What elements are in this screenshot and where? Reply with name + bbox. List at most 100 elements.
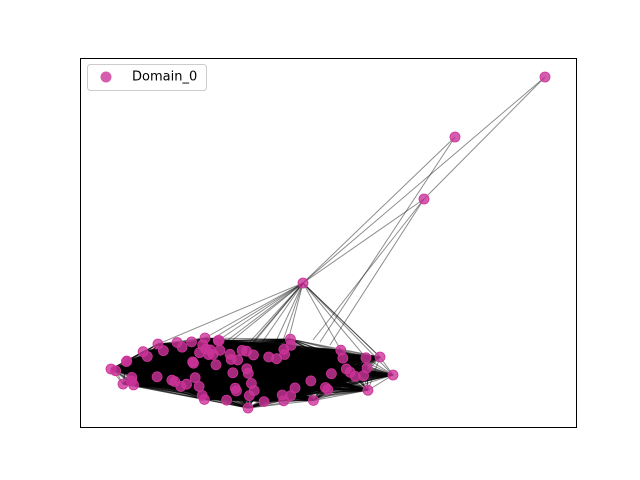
edge (246, 349, 341, 370)
edge (276, 357, 366, 360)
edge (229, 353, 314, 401)
edge (115, 352, 200, 372)
edge (156, 342, 178, 378)
node (229, 382, 241, 394)
edge (156, 337, 206, 378)
node (126, 372, 138, 383)
edge (218, 340, 292, 346)
edge (133, 348, 207, 386)
edge (251, 382, 326, 388)
edge (157, 343, 237, 392)
edge (192, 361, 236, 389)
edge (126, 354, 209, 363)
edge (284, 349, 341, 356)
edge (110, 368, 233, 374)
edge (284, 354, 347, 370)
edge (126, 360, 196, 379)
edge (131, 352, 200, 382)
edge (248, 356, 381, 374)
edge (283, 374, 394, 402)
edge (276, 358, 314, 401)
edge (133, 352, 200, 386)
edge (235, 387, 284, 402)
edge (246, 368, 332, 375)
edge (204, 349, 341, 400)
edge (157, 343, 369, 391)
edge (215, 356, 381, 366)
edge (242, 349, 381, 358)
node (157, 345, 169, 357)
edge (122, 368, 247, 385)
edge (237, 359, 332, 375)
edge (284, 354, 326, 388)
edge (142, 351, 283, 396)
edge (193, 362, 249, 409)
edge (126, 360, 296, 389)
edge (133, 344, 203, 386)
edge (110, 361, 193, 370)
edge (201, 353, 231, 396)
edge (236, 390, 283, 396)
edge (110, 357, 343, 370)
edge (122, 383, 265, 403)
edge (180, 371, 351, 387)
edge (290, 344, 326, 388)
edge (251, 357, 367, 384)
edge (157, 376, 296, 389)
edge (122, 354, 214, 385)
edge (122, 373, 332, 385)
edge (290, 345, 296, 388)
edge (146, 356, 187, 385)
edge (157, 376, 311, 382)
edge (122, 383, 250, 397)
edge (157, 343, 356, 377)
edge (217, 340, 296, 389)
edge (202, 394, 314, 401)
edge (253, 354, 292, 396)
edge (268, 356, 314, 401)
edge (202, 344, 341, 351)
edge (126, 354, 209, 362)
edge (171, 379, 368, 391)
edge (163, 350, 291, 397)
edge (115, 343, 159, 372)
edge (195, 377, 296, 389)
edge (195, 357, 343, 379)
edge (263, 358, 278, 402)
edge (186, 373, 332, 385)
node (322, 384, 334, 395)
edge (110, 368, 311, 382)
edge (346, 356, 381, 370)
edge (230, 358, 296, 389)
edge (180, 357, 367, 387)
edge (156, 364, 217, 378)
edge (198, 353, 231, 387)
edge (235, 356, 381, 389)
edge (246, 350, 314, 401)
edge (195, 356, 269, 379)
edge (157, 343, 291, 397)
edge (126, 361, 205, 400)
edge (204, 337, 343, 359)
edge (126, 357, 366, 362)
edge (234, 358, 277, 389)
edge (126, 360, 233, 374)
edge (131, 380, 284, 402)
edge (147, 356, 283, 396)
edge (174, 349, 341, 383)
edge (268, 356, 283, 396)
edge (126, 361, 291, 397)
edge (283, 348, 394, 376)
node (171, 337, 183, 348)
edge (215, 364, 347, 370)
edge (126, 361, 250, 397)
edge (210, 349, 296, 389)
edge (232, 348, 285, 374)
edge (115, 370, 326, 388)
edge (198, 354, 210, 387)
edge (163, 350, 247, 370)
edge (163, 350, 196, 379)
edge (131, 380, 296, 389)
node (248, 349, 259, 361)
edge (276, 358, 368, 369)
